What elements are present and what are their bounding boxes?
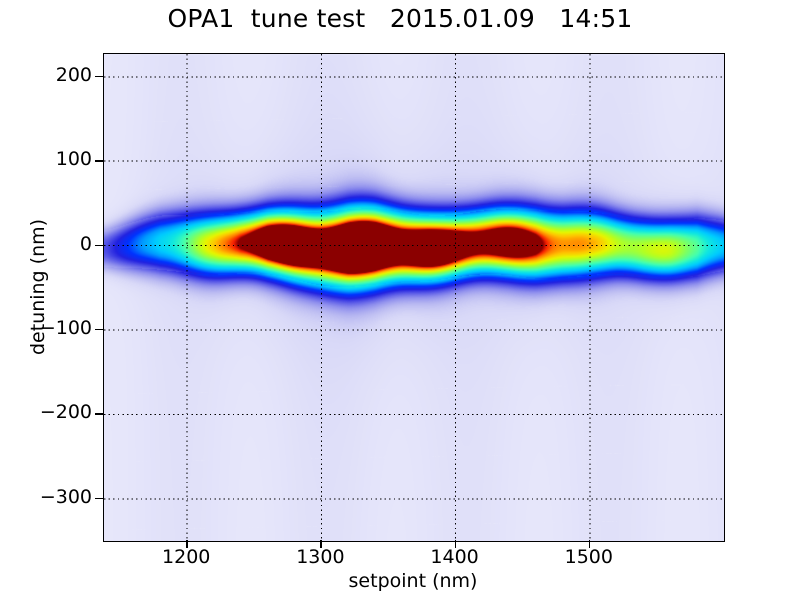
y-tick-mark — [95, 328, 103, 331]
y-tick-label: −100 — [39, 316, 92, 339]
y-tick-label: −300 — [39, 485, 92, 508]
x-axis-title: setpoint (nm) — [348, 570, 478, 592]
y-tick-mark — [95, 497, 103, 500]
heatmap-image — [104, 54, 724, 541]
y-tick-mark — [95, 244, 103, 246]
x-tick-label: 1200 — [162, 546, 211, 568]
x-tick-mark — [454, 540, 456, 548]
x-tick-label: 1500 — [564, 546, 613, 568]
x-tick-mark — [320, 540, 322, 548]
y-tick-mark — [95, 75, 103, 78]
x-tick-label: 1300 — [296, 546, 345, 568]
x-tick-mark — [588, 540, 591, 548]
y-axis-title: detuning (nm) — [27, 218, 49, 356]
y-tick-label: 100 — [55, 148, 92, 171]
y-tick-label: 200 — [55, 63, 92, 86]
x-tick-label: 1400 — [430, 546, 479, 568]
y-tick-label: 0 — [79, 232, 92, 255]
x-tick-mark — [186, 540, 188, 548]
page-title: OPA1 tune test 2015.01.09 14:51 — [167, 4, 633, 33]
y-axis-tick-labels: 200 100 0 −100 −200 −300 — [24, 0, 92, 600]
x-axis-tick-labels: 1200 1300 1400 1500 — [0, 548, 800, 576]
y-tick-label: −200 — [39, 401, 92, 424]
y-tick-mark — [95, 160, 103, 162]
y-tick-mark — [95, 413, 103, 415]
plot-axes[interactable] — [103, 53, 725, 542]
